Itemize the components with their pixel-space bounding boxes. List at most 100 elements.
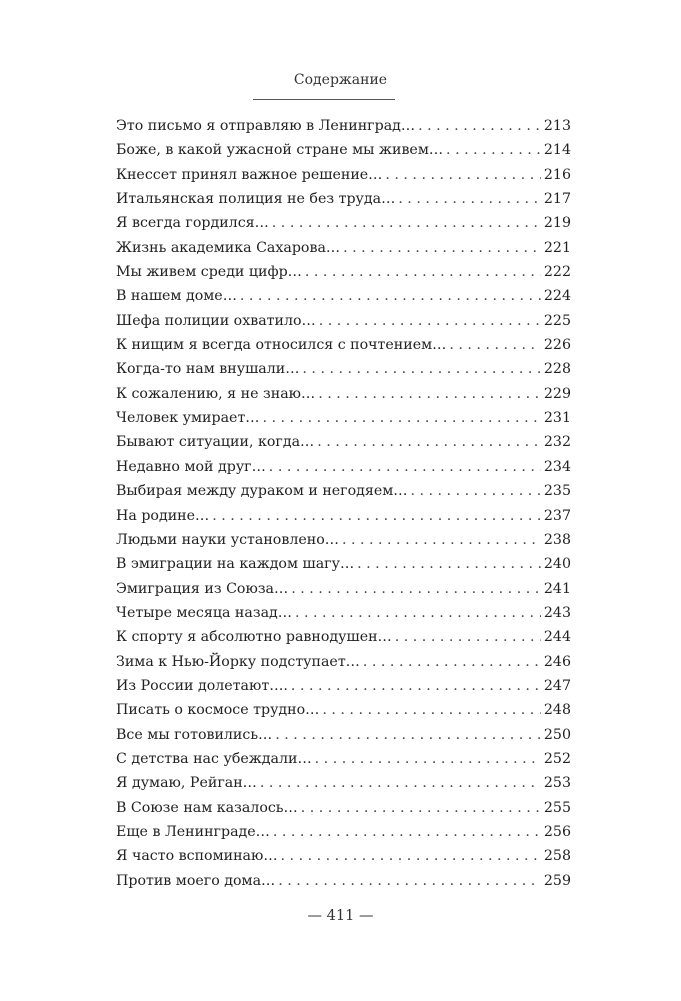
toc-entry: Итальянская полиция не без труда… 217 [116, 187, 571, 211]
toc-entry: Я всегда гордился… 219 [116, 211, 571, 235]
toc-entry-page: 231 [543, 410, 571, 427]
toc-entry-page: 253 [543, 775, 571, 792]
toc-entry-page: 221 [543, 239, 571, 256]
toc-entry: Четыре месяца назад… 243 [116, 601, 571, 625]
toc-entry-page: 248 [543, 702, 571, 719]
dot-leader [212, 504, 541, 528]
toc-entry-title: Шефа полиции охватило… [116, 312, 316, 329]
running-header: Содержание [293, 72, 388, 88]
toc-entry: Еще в Ленинграде… 256 [116, 820, 571, 844]
toc-entry-title: Четыре месяца назад… [116, 604, 292, 621]
toc-entry: В эмиграции на каждом шагу… 240 [116, 552, 571, 576]
dot-leader [318, 382, 541, 406]
toc-entry-page: 235 [543, 483, 571, 500]
dot-leader [295, 601, 541, 625]
toc-entry-title: Из России долетают…. [116, 677, 288, 694]
dot-leader [291, 674, 541, 698]
toc-entry-title: Недавно мой друг… [116, 458, 266, 475]
toc-entry-page: 240 [543, 556, 571, 573]
toc-entry-title: Я всегда гордился… [116, 215, 269, 232]
toc-entry: Я часто вспоминаю… 258 [116, 844, 571, 868]
dot-leader [410, 479, 540, 503]
toc-entry-title: К сожалению, я не знаю… [116, 385, 316, 402]
dot-leader [317, 430, 541, 454]
dot-leader [273, 820, 541, 844]
toc-entry-title: Человек умирает… [116, 410, 260, 427]
toc-entry: Человек умирает… 231 [116, 406, 571, 430]
dot-leader [278, 869, 541, 893]
dot-leader [240, 284, 541, 308]
dot-leader [305, 260, 541, 284]
toc-entry-page: 243 [543, 604, 571, 621]
toc-entry-title: Итальянская полиция не без труда… [116, 191, 396, 208]
toc-entry-page: 213 [543, 118, 571, 134]
dot-leader [301, 796, 541, 820]
toc-entry-page: 238 [543, 531, 571, 548]
toc-entry-title: Мы живем среди цифр… [116, 264, 302, 281]
toc-entry-page: 250 [543, 726, 571, 743]
dot-leader [291, 577, 541, 601]
toc-entry-title: Кнессет принял важное решение… [116, 166, 383, 183]
table-of-contents: Это письмо я отправляю в Ленинград… 213 Бо… [116, 114, 571, 893]
toc-entry-title: Я думаю, Рейган… [116, 775, 257, 792]
toc-entry-page: 224 [543, 288, 571, 305]
toc-entry: Писать о космосе трудно… 248 [116, 698, 571, 722]
toc-entry-title: Выбирая между дураком и негодяем… [116, 483, 408, 500]
toc-entry-page: 247 [543, 677, 571, 694]
toc-entry: Я думаю, Рейган… 253 [116, 771, 571, 795]
dot-leader [302, 357, 541, 381]
dot-leader [385, 163, 541, 187]
toc-entry-title: Эмиграция из Союза… [116, 580, 289, 597]
toc-entry: Недавно мой друг… 234 [116, 455, 571, 479]
toc-entry: Выбирая между дураком и негодяем… 235 [116, 479, 571, 503]
toc-entry-page: 216 [543, 166, 571, 183]
toc-entry: Боже, в какой ужасной стране мы живем… 21… [116, 138, 571, 162]
toc-entry-title: Зима к Нью-Йорку подступает… [116, 653, 360, 670]
toc-entry-page: 252 [543, 750, 571, 767]
toc-entry-page: 217 [543, 191, 571, 208]
toc-entry-title: Все мы готовились… [116, 726, 273, 743]
toc-entry: Кнессет принял важное решение… 216 [116, 163, 571, 187]
toc-entry-title: С детства нас убеждали… [116, 750, 312, 767]
toc-entry: Зима к Нью-Йорку подступает… 246 [116, 650, 571, 674]
toc-entry-title: Боже, в какой ужасной стране мы живем… [116, 142, 444, 159]
toc-entry-title: Когда-то нам внушали… [116, 361, 300, 378]
dot-leader [449, 333, 541, 357]
dot-leader [315, 747, 541, 771]
dot-leader [319, 309, 541, 333]
dot-leader [418, 114, 541, 138]
toc-entry: Жизнь академика Сахарова… 221 [116, 236, 571, 260]
toc-entry-page: 225 [543, 312, 571, 329]
toc-entry: Мы живем среди цифр… 222 [116, 260, 571, 284]
toc-entry: К нищим я всегда относился с почтением… 2… [116, 333, 571, 357]
dot-leader [263, 406, 541, 430]
toc-entry-title: Еще в Ленинграде… [116, 823, 270, 840]
toc-entry: К спорту я абсолютно равнодушен… 244 [116, 625, 571, 649]
toc-entry: С детства нас убеждали… 252 [116, 747, 571, 771]
toc-entry-title: Бывают ситуации, когда… [116, 434, 315, 451]
toc-entry-page: 219 [543, 215, 571, 232]
toc-entry-page: 229 [543, 385, 571, 402]
dot-leader [281, 844, 541, 868]
toc-entry-page: 259 [543, 872, 571, 889]
toc-entry-page: 256 [543, 823, 571, 840]
toc-entry-page: 234 [543, 458, 571, 475]
toc-entry-title: К спорту я абсолютно равнодушен… [116, 629, 392, 646]
toc-entry-title: В эмиграции на каждом шагу… [116, 556, 355, 573]
toc-entry: В нашем доме… 224 [116, 284, 571, 308]
dot-leader [342, 528, 541, 552]
toc-entry-title: Это письмо я отправляю в Ленинград… [116, 118, 416, 134]
toc-entry-title: Писать о космосе трудно… [116, 702, 320, 719]
toc-entry-title: На родине… [116, 507, 210, 524]
toc-entry-page: 228 [543, 361, 571, 378]
dot-leader [395, 625, 541, 649]
toc-entry: Это письмо я отправляю в Ленинград… 213 [116, 114, 571, 138]
dot-leader [260, 771, 541, 795]
toc-entry-page: 237 [543, 507, 571, 524]
toc-entry-page: 241 [543, 580, 571, 597]
toc-entry: Из России долетают…. 247 [116, 674, 571, 698]
dot-leader [275, 723, 541, 747]
dot-leader [343, 236, 541, 260]
toc-entry-title: Я часто вспоминаю… [116, 848, 278, 865]
dot-leader [269, 455, 541, 479]
